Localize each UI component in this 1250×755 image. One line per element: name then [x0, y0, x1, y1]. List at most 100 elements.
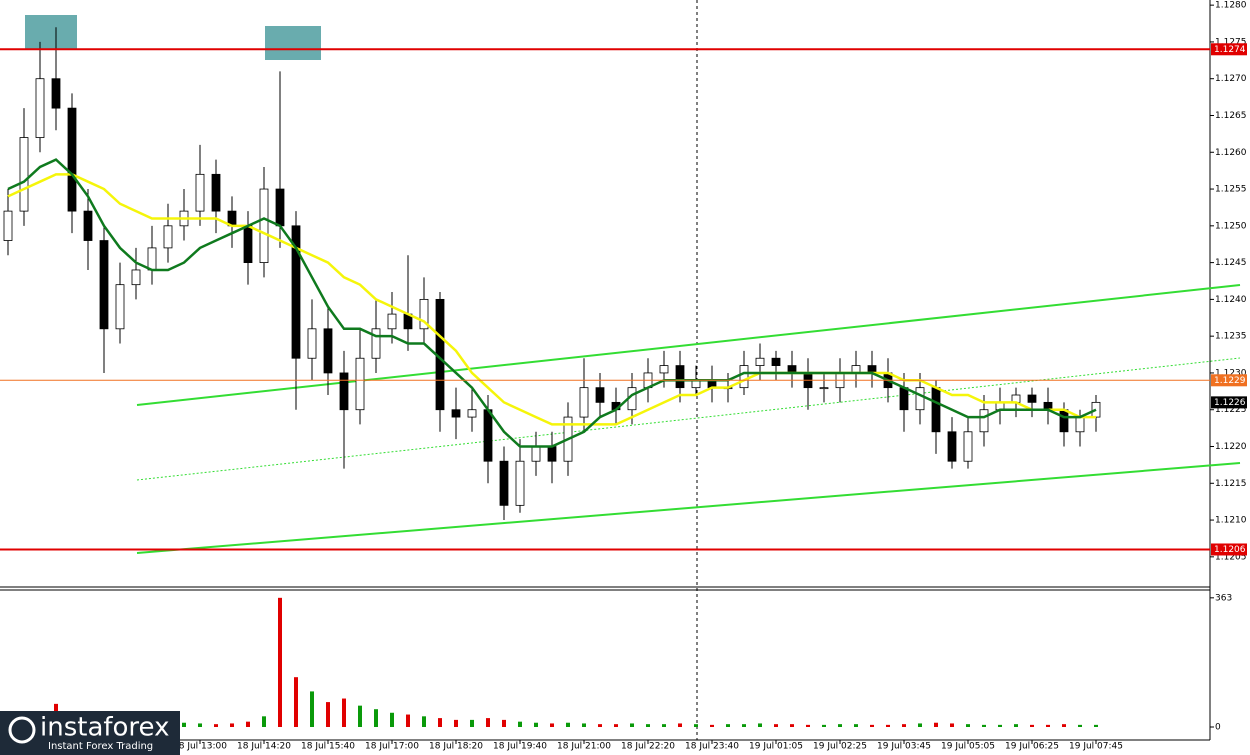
candle-body: [243, 225, 253, 264]
x-tick-label: 19 Jul 07:45: [1069, 742, 1123, 752]
volume-bar: [902, 724, 906, 727]
volume-bar: [502, 719, 506, 727]
volume-bar: [518, 721, 522, 727]
candle-body: [99, 240, 109, 330]
candle-body: [1075, 416, 1085, 433]
volume-bar: [566, 722, 570, 727]
level-label: 1.1229: [1214, 376, 1246, 386]
volume-bar: [1094, 724, 1098, 727]
trend-channel: [136, 284, 1241, 554]
candle-body: [1059, 409, 1069, 433]
volume-bar: [694, 724, 698, 727]
candle-body: [979, 409, 989, 433]
x-tick-label: 18 Jul 19:40: [493, 742, 547, 752]
volume-bar: [790, 724, 794, 727]
candle-body: [163, 225, 173, 249]
y-tick-label: 1.1215: [1215, 479, 1247, 489]
candle-body: [483, 409, 493, 462]
x-tick-label: 18 Jul 17:00: [365, 742, 419, 752]
volume-bar: [182, 722, 186, 727]
level-label: 1.1206: [1214, 545, 1246, 555]
volume-bar: [198, 723, 202, 727]
candle-body: [1027, 394, 1037, 403]
candle-body: [115, 284, 125, 330]
x-tick-label: 18 Jul 13:00: [173, 742, 227, 752]
volume-bar: [950, 723, 954, 727]
candle-body: [323, 328, 333, 374]
candle-body: [915, 387, 925, 411]
volume-bar: [358, 705, 362, 727]
candle-body: [131, 269, 141, 286]
signal-marker: [25, 15, 77, 50]
candle-body: [307, 328, 317, 359]
volume-bar: [630, 723, 634, 727]
x-tick-label: 18 Jul 18:20: [429, 742, 483, 752]
volume-bar: [646, 724, 650, 727]
candle-body: [771, 357, 781, 366]
volume-tick-label: 0: [1215, 723, 1221, 733]
volume-bar: [422, 716, 426, 727]
level-label-box: [1211, 396, 1247, 409]
x-tick-label: 18 Jul 15:40: [301, 742, 355, 752]
y-tick-label: 1.1245: [1215, 258, 1247, 268]
logo: instaforex Instant Forex Trading: [0, 711, 180, 755]
candle-body: [339, 372, 349, 411]
volume-bar: [374, 709, 378, 727]
candle-body: [547, 446, 557, 462]
candle-body: [819, 387, 829, 390]
candle-body: [531, 446, 541, 462]
channel-upper: [136, 284, 1241, 406]
volume-bar: [678, 723, 682, 727]
volume-bar: [438, 718, 442, 727]
volume-bar: [614, 724, 618, 727]
volume-bar: [310, 691, 314, 727]
y-tick-label: 1.1280: [1215, 1, 1247, 11]
y-tick-label: 1.1270: [1215, 74, 1247, 84]
x-tick-label: 18 Jul 23:40: [685, 742, 739, 752]
y-tick-label: 1.1205: [1215, 552, 1247, 562]
volume-bar: [534, 722, 538, 727]
volume-bar: [1046, 724, 1050, 727]
y-tick-label: 1.1235: [1215, 332, 1247, 342]
volume-bar: [934, 722, 938, 727]
volume-bar: [406, 714, 410, 727]
candle-body: [899, 387, 909, 411]
logo-tagline: Instant Forex Trading: [48, 741, 153, 752]
level-label-box: [1211, 374, 1247, 387]
y-tick-label: 1.1220: [1215, 442, 1247, 452]
volume-bar: [806, 724, 810, 727]
y-tick-label: 1.1275: [1215, 37, 1247, 47]
volume-bar: [230, 723, 234, 727]
candle-body: [195, 173, 205, 212]
volume-bar: [278, 597, 282, 727]
candle-body: [675, 365, 685, 389]
y-tick-label: 1.1250: [1215, 221, 1247, 231]
channel-lower: [136, 462, 1241, 554]
candle-body: [19, 137, 29, 212]
candle-body: [147, 247, 157, 271]
x-tick-label: 19 Jul 05:05: [941, 742, 995, 752]
candle-body: [51, 78, 61, 109]
logo-name: instaforex: [40, 713, 169, 743]
volume-bar: [918, 723, 922, 727]
level-label: 1.1274: [1214, 45, 1246, 55]
candle-body: [451, 409, 461, 418]
volume-bar: [214, 724, 218, 727]
candle-body: [259, 188, 269, 264]
logo-icon: [8, 716, 36, 744]
volume-bar: [598, 724, 602, 727]
candle-body: [387, 313, 397, 330]
level-label-box: [1211, 43, 1247, 56]
candle-body: [499, 460, 509, 506]
candle-body: [515, 460, 525, 506]
channel-mid: [136, 357, 1241, 481]
candle-body: [739, 365, 749, 389]
candle-body: [659, 365, 669, 374]
volume-bar: [262, 716, 266, 727]
candle-body: [963, 431, 973, 462]
candle-body: [931, 387, 941, 433]
volume-bar: [486, 718, 490, 727]
volume-bar: [998, 724, 1002, 727]
volume-tick-label: 363: [1215, 593, 1232, 603]
